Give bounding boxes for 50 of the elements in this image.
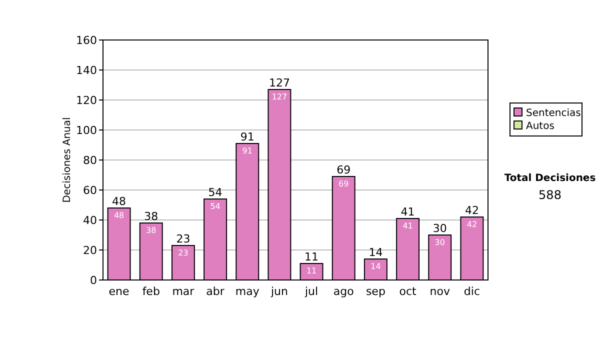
legend-label: Autos [526, 121, 554, 132]
total-label: 54 [208, 186, 222, 199]
y-tick-label: 80 [83, 154, 97, 167]
total-label: 23 [176, 232, 190, 246]
y-axis-title: Decisiones Anual [62, 117, 73, 203]
y-tick-label: 0 [90, 274, 97, 287]
data-label: 23 [178, 248, 188, 258]
text: 588 [538, 188, 562, 202]
data-label: 11 [306, 266, 317, 276]
data-label: 48 [114, 211, 124, 220]
x-tick-label: nov [430, 285, 450, 298]
data-label: 127 [272, 92, 288, 102]
x-tick-label: mar [172, 285, 195, 298]
y-tick-label: 40 [83, 214, 97, 227]
data-label: 91 [242, 146, 252, 156]
x-tick-label: sep [366, 285, 386, 298]
data-label: 14 [370, 262, 381, 271]
total-label: 127 [268, 76, 290, 90]
total-label: 42 [464, 204, 479, 217]
data-label: 54 [210, 202, 220, 211]
y-tick-label: 140 [76, 64, 97, 77]
text: Total Decisiones [504, 173, 596, 184]
x-tick-label: oct [399, 285, 418, 298]
x-tick-label: jun [270, 285, 288, 298]
y-tick-label: 100 [76, 124, 97, 137]
total-label: 69 [336, 164, 351, 176]
y-tick-label: 120 [76, 94, 97, 107]
data-label: 42 [466, 220, 478, 229]
y-tick-label: 60 [83, 184, 97, 197]
total-label: 38 [144, 210, 158, 223]
x-tick-label: dic [464, 285, 480, 298]
data-label: 69 [338, 180, 349, 188]
x-tick-label: ago [333, 285, 354, 298]
x-tick-label: jul [304, 285, 318, 298]
total-label: 41 [400, 206, 415, 218]
x-tick-label: may [235, 285, 260, 298]
x-tick-label: abr [206, 285, 225, 298]
data-label: 30 [434, 238, 445, 247]
data-label: 38 [146, 226, 156, 235]
x-tick-label: ene [108, 285, 130, 298]
total-label: 11 [304, 250, 319, 264]
legend-label: Sentencias [526, 108, 581, 119]
y-tick-label: 160 [76, 34, 97, 47]
y-tick-label: 20 [83, 244, 97, 257]
total-label: 30 [432, 222, 447, 235]
total-label: 48 [112, 195, 126, 208]
data-label: 41 [402, 222, 413, 230]
total-label: 91 [240, 130, 254, 144]
total-label: 14 [368, 246, 383, 259]
x-tick-label: feb [142, 285, 160, 298]
